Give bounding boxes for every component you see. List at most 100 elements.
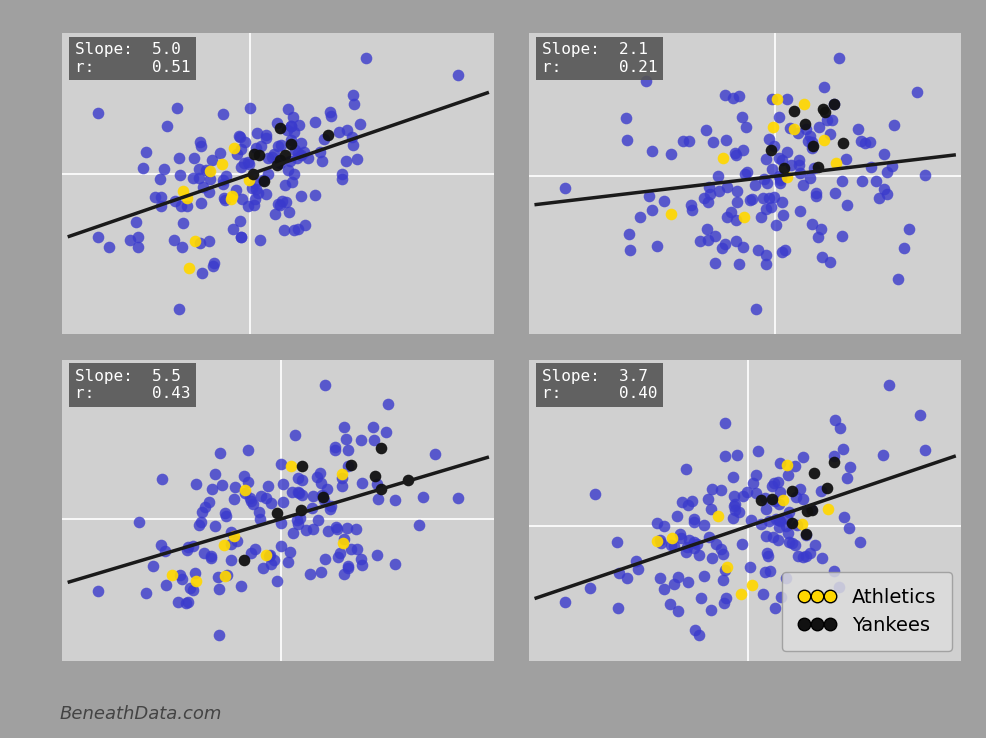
Point xyxy=(290,472,306,484)
Point xyxy=(244,548,259,559)
Point xyxy=(582,582,598,594)
Point xyxy=(295,460,311,472)
Point xyxy=(284,120,300,131)
Point xyxy=(717,417,733,429)
Point xyxy=(736,145,751,156)
Point xyxy=(249,128,265,139)
Point xyxy=(195,181,211,193)
Point xyxy=(214,479,230,491)
Point xyxy=(252,234,268,246)
Point xyxy=(226,142,242,154)
Point xyxy=(211,630,227,641)
Point xyxy=(863,162,879,173)
Point xyxy=(260,480,276,492)
Point xyxy=(215,178,231,190)
Point xyxy=(691,550,707,562)
Point xyxy=(293,190,309,201)
Point xyxy=(779,146,795,158)
Point xyxy=(201,497,217,508)
Point xyxy=(234,143,249,155)
Point xyxy=(210,571,226,583)
Point xyxy=(680,500,696,511)
Point xyxy=(750,445,766,457)
Point xyxy=(338,124,354,136)
Point xyxy=(710,510,726,522)
Point xyxy=(717,238,733,250)
Point xyxy=(370,549,386,561)
Point xyxy=(795,494,810,506)
Point xyxy=(839,199,855,210)
Point xyxy=(716,597,732,609)
Point xyxy=(102,241,117,253)
Point xyxy=(179,544,195,556)
Point xyxy=(224,538,240,550)
Point xyxy=(724,207,740,218)
Point xyxy=(266,554,282,566)
Point xyxy=(284,486,300,498)
Point xyxy=(176,184,191,196)
Point xyxy=(618,113,634,125)
Point xyxy=(369,478,385,490)
Point xyxy=(282,546,298,558)
Point xyxy=(205,260,221,272)
Point xyxy=(315,156,330,168)
Point xyxy=(219,569,235,581)
Point xyxy=(841,523,857,534)
Point xyxy=(825,98,841,110)
Point xyxy=(285,528,301,539)
Point xyxy=(212,147,228,159)
Point xyxy=(275,478,291,490)
Point xyxy=(223,193,239,204)
Point xyxy=(735,241,750,252)
Point xyxy=(677,546,693,558)
Point xyxy=(719,562,735,573)
Point xyxy=(292,512,308,524)
Point xyxy=(772,174,788,186)
Point xyxy=(241,158,256,170)
Point xyxy=(684,495,700,507)
Point xyxy=(217,194,233,206)
Point xyxy=(247,193,263,205)
Point xyxy=(387,558,403,570)
Point xyxy=(345,139,361,151)
Point xyxy=(771,520,787,532)
Point xyxy=(219,510,235,522)
Point xyxy=(880,188,895,200)
Point xyxy=(245,182,260,194)
Point xyxy=(772,486,788,498)
Point xyxy=(791,127,807,139)
Point xyxy=(281,206,297,218)
Point xyxy=(334,168,350,180)
Point xyxy=(737,211,752,223)
Point xyxy=(317,133,332,145)
Point xyxy=(696,192,712,204)
Point xyxy=(242,102,257,114)
Point xyxy=(338,432,354,444)
Point xyxy=(312,467,327,479)
Point xyxy=(713,543,729,555)
Point xyxy=(686,516,702,528)
Point xyxy=(176,217,191,229)
Point xyxy=(692,235,708,247)
Point xyxy=(192,237,208,249)
Point xyxy=(725,92,740,104)
Point xyxy=(758,249,774,261)
Point xyxy=(714,242,730,254)
Point xyxy=(122,234,138,246)
Point xyxy=(788,492,804,503)
Point xyxy=(338,156,354,168)
Point xyxy=(272,122,288,134)
Point xyxy=(339,522,355,534)
Point xyxy=(187,567,203,579)
Point xyxy=(817,106,833,118)
Point xyxy=(283,120,299,132)
Point xyxy=(766,191,782,203)
Point xyxy=(764,164,780,176)
Point xyxy=(675,135,691,147)
Point xyxy=(287,144,303,156)
Point xyxy=(718,134,734,145)
Point xyxy=(236,554,251,566)
Point xyxy=(686,536,702,548)
Point xyxy=(850,123,866,135)
Point xyxy=(348,523,364,534)
